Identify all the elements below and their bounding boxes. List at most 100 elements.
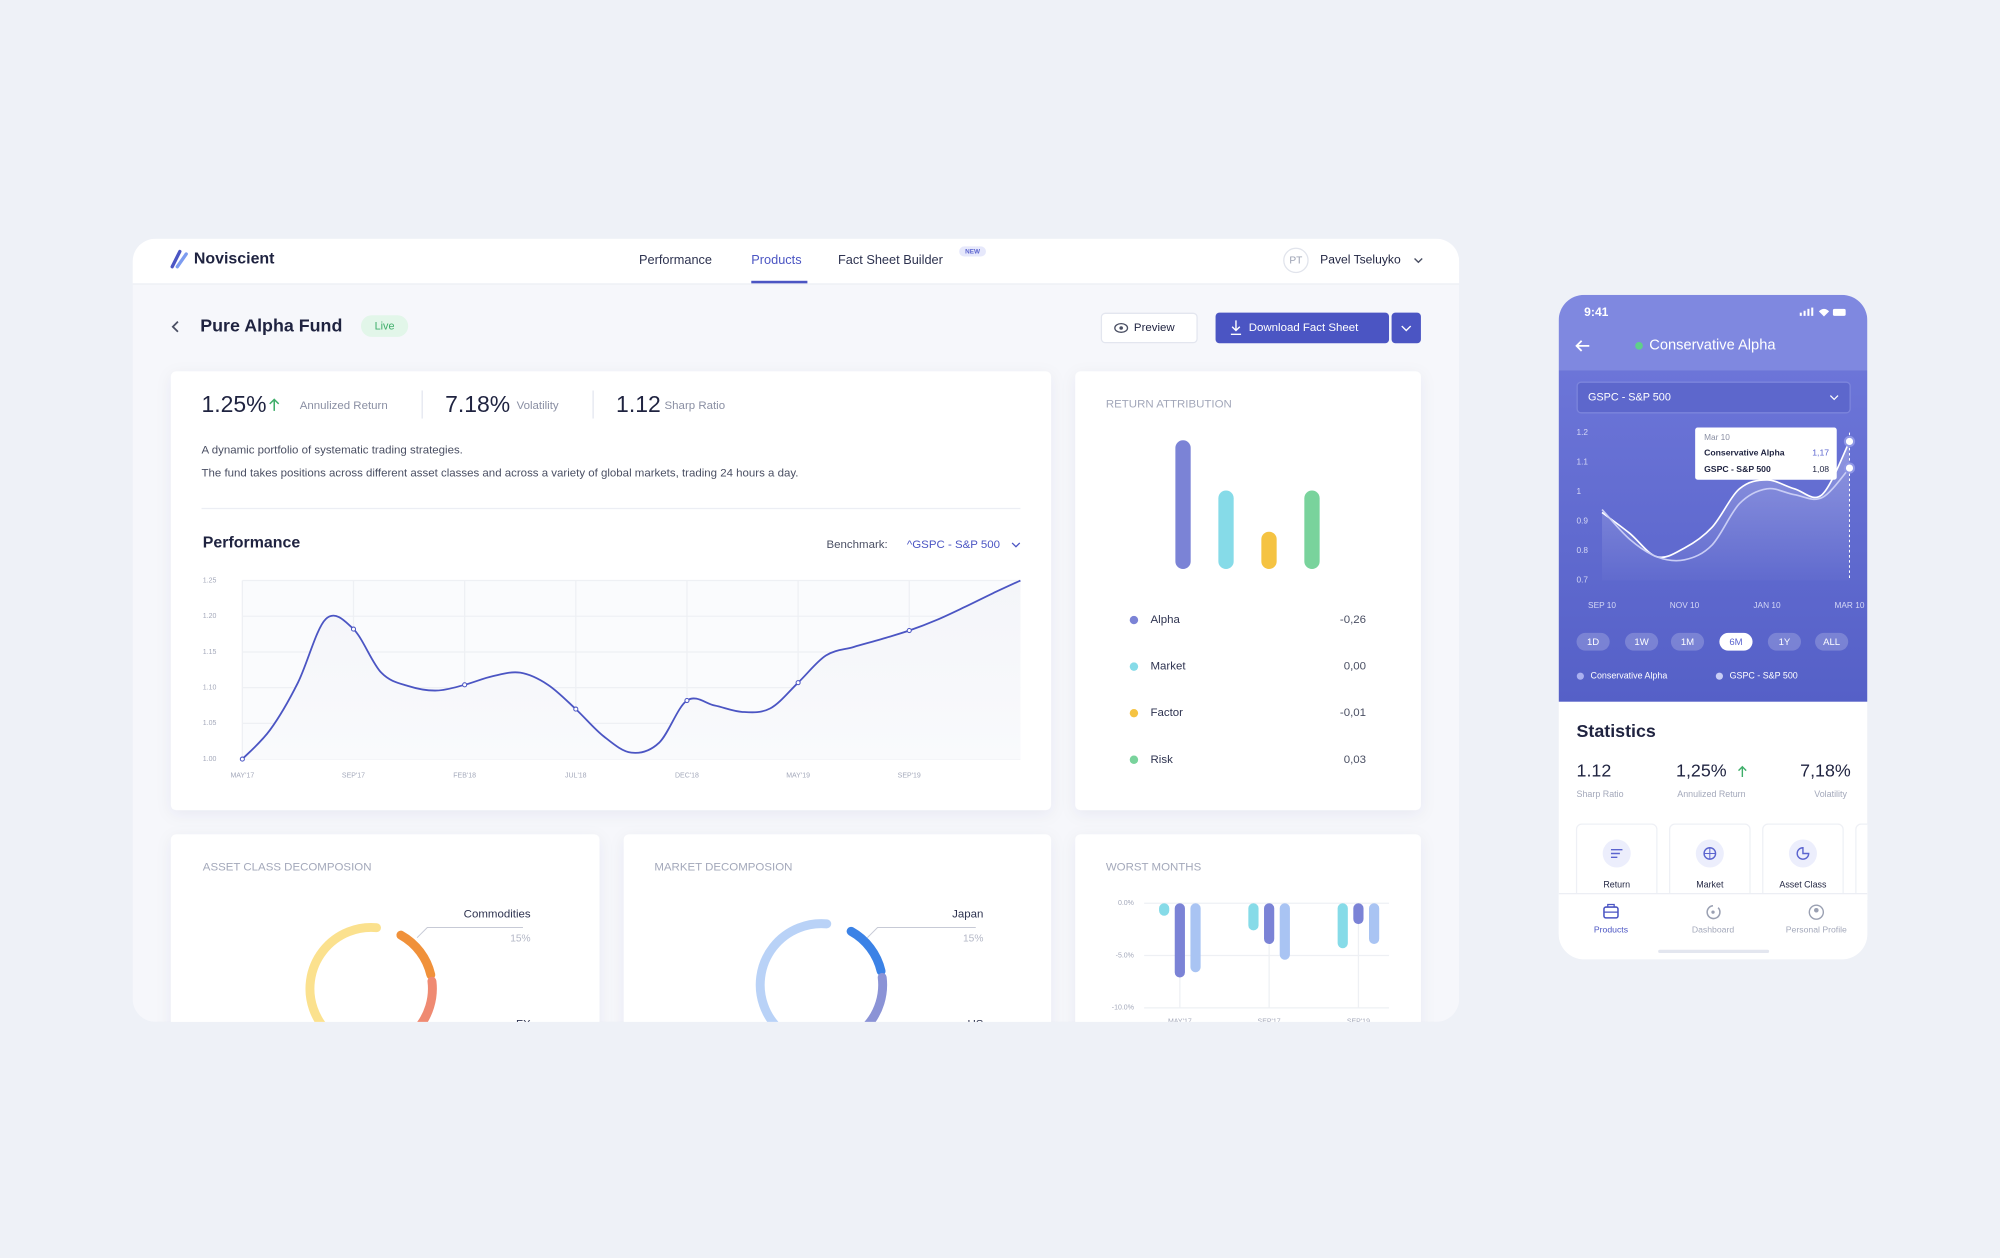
y-tick-label: 1 bbox=[1577, 486, 1582, 496]
legend-label: GSPC - S&P 500 bbox=[1730, 671, 1798, 681]
leader-line bbox=[866, 926, 976, 939]
x-tick-label: MAY'17 bbox=[230, 773, 254, 780]
tab[interactable]: Personal Profile bbox=[1786, 904, 1847, 934]
x-tick-label: SEP'19 bbox=[898, 773, 921, 780]
x-tick-label: DEC'18 bbox=[675, 773, 699, 780]
card-title: WORST MONTHS bbox=[1106, 862, 1202, 874]
range-pill[interactable]: 1Y bbox=[1767, 632, 1802, 651]
bar bbox=[1279, 903, 1290, 960]
tab-label: Personal Profile bbox=[1786, 924, 1847, 934]
feature-card[interactable]: Market bbox=[1669, 823, 1751, 902]
range-label: 1W bbox=[1634, 637, 1648, 648]
range-label: 1Y bbox=[1779, 637, 1791, 648]
bar bbox=[1304, 490, 1320, 570]
nav-link[interactable]: Performance bbox=[639, 252, 712, 267]
nav-link[interactable]: Fact Sheet Builder bbox=[838, 252, 944, 267]
legend-dot bbox=[1715, 672, 1723, 680]
feature-card[interactable]: Return bbox=[1575, 823, 1658, 902]
area bbox=[242, 580, 1021, 760]
mobile-app: 9:41 Conservative Alpha GSPC - S&P 500 0… bbox=[1558, 294, 1868, 960]
legend-label: Risk bbox=[1151, 754, 1174, 766]
feature-card[interactable]: Asset Class bbox=[1762, 823, 1844, 902]
legend-dot bbox=[1129, 615, 1139, 625]
asset-class-card bbox=[170, 834, 600, 1022]
legend-dot bbox=[1576, 672, 1584, 680]
y-tick-label: 1.00 bbox=[203, 756, 217, 763]
desktop-window: Noviscient Performance Products Fact She… bbox=[132, 238, 1460, 1026]
x-tick-label: SEP'19 bbox=[1347, 1019, 1370, 1026]
download-button[interactable]: Download Fact Sheet bbox=[1215, 312, 1390, 344]
line bbox=[1601, 467, 1851, 562]
legend-label: Factor bbox=[1151, 707, 1184, 719]
status-icons bbox=[1799, 307, 1846, 317]
card-title: RETURN ATTRIBUTION bbox=[1106, 399, 1232, 411]
range-pill[interactable]: 1M bbox=[1670, 632, 1705, 651]
phone-legend: Conservative Alpha GSPC - S&P 500 bbox=[1576, 671, 1798, 681]
section-title: Performance bbox=[203, 535, 301, 552]
range-pill[interactable]: 1D bbox=[1576, 632, 1610, 651]
y-tick-label: 0.0% bbox=[1118, 900, 1134, 907]
x-tick-label: JUL'18 bbox=[565, 773, 587, 780]
avatar bbox=[1283, 247, 1309, 274]
benchmark-dropdown[interactable]: GSPC - S&P 500 bbox=[1576, 381, 1851, 414]
stat-label: Sharp Ratio bbox=[665, 400, 726, 412]
y-tick-label: 1.05 bbox=[203, 720, 217, 727]
bar bbox=[1337, 903, 1348, 949]
y-tick-label: 1.2 bbox=[1577, 427, 1589, 437]
donut-segment bbox=[863, 972, 888, 1022]
y-tick-label: -10.0% bbox=[1112, 1005, 1134, 1012]
back-button[interactable] bbox=[171, 320, 179, 333]
range-label: 1M bbox=[1681, 637, 1694, 648]
tooltip-value: 1,08 bbox=[1812, 464, 1829, 474]
point bbox=[906, 627, 912, 634]
status-time: 9:41 bbox=[1584, 305, 1609, 319]
donut-segment bbox=[846, 926, 886, 976]
tab-active[interactable]: Products bbox=[1594, 903, 1629, 935]
y-tick-label: 1.1 bbox=[1577, 456, 1589, 466]
up-arrow bbox=[1738, 765, 1747, 777]
bar bbox=[1218, 490, 1234, 570]
range-pill-bg bbox=[1625, 632, 1659, 651]
tooltip-value: 1,17 bbox=[1812, 447, 1829, 457]
x-tick-label: MAY'19 bbox=[786, 773, 810, 780]
legend-dot bbox=[1129, 662, 1139, 671]
leader-line bbox=[416, 926, 523, 939]
y-tick-label: 0.9 bbox=[1577, 516, 1589, 526]
range-pill[interactable]: ALL bbox=[1815, 632, 1849, 651]
up-arrow bbox=[269, 398, 280, 411]
point bbox=[239, 756, 245, 762]
benchmark-select[interactable]: ^GSPC - S&P 500 bbox=[907, 539, 1000, 551]
market-donut: Japan 15% US bbox=[755, 909, 984, 1022]
area bbox=[1602, 441, 1850, 581]
range-selector: 1D 1W 1M 6M 1Y ALL bbox=[1576, 632, 1849, 651]
bar bbox=[1264, 903, 1275, 945]
range-pill-bg bbox=[1670, 632, 1705, 651]
card-label: Return bbox=[1603, 880, 1630, 890]
benchmark-chevron bbox=[1011, 542, 1021, 548]
range-pill[interactable]: 1W bbox=[1625, 632, 1659, 651]
download-menu[interactable] bbox=[1391, 312, 1421, 344]
status: Live bbox=[375, 320, 395, 332]
active-underline bbox=[751, 280, 808, 284]
phone-back[interactable] bbox=[1575, 340, 1590, 352]
live-dot bbox=[1635, 342, 1643, 350]
bar bbox=[1190, 903, 1201, 973]
legend-label: Alpha bbox=[1151, 614, 1181, 626]
y-tick-label: -5.0% bbox=[1116, 952, 1134, 959]
stat-value: 7.18% bbox=[445, 391, 510, 417]
preview-button[interactable]: Preview bbox=[1100, 312, 1198, 344]
point bbox=[573, 706, 579, 712]
tooltip-name: GSPC - S&P 500 bbox=[1704, 464, 1771, 474]
x-tick-label: MAY'17 bbox=[1168, 1019, 1192, 1026]
y-tick-label: 1.20 bbox=[203, 613, 217, 620]
user-name[interactable]: Pavel Tseluyko bbox=[1320, 253, 1401, 267]
bar bbox=[1248, 903, 1259, 931]
tab-label: Products bbox=[1594, 924, 1629, 934]
range-pill[interactable]: 6M bbox=[1719, 632, 1753, 651]
stat-value: 1,25% bbox=[1676, 761, 1727, 781]
home-indicator bbox=[1658, 949, 1770, 953]
tab[interactable]: Dashboard bbox=[1692, 905, 1735, 935]
nav-link-active[interactable]: Products bbox=[751, 252, 801, 267]
x-tick-label: FEB'18 bbox=[453, 773, 476, 780]
stat-label: Annulized Return bbox=[1677, 789, 1745, 799]
